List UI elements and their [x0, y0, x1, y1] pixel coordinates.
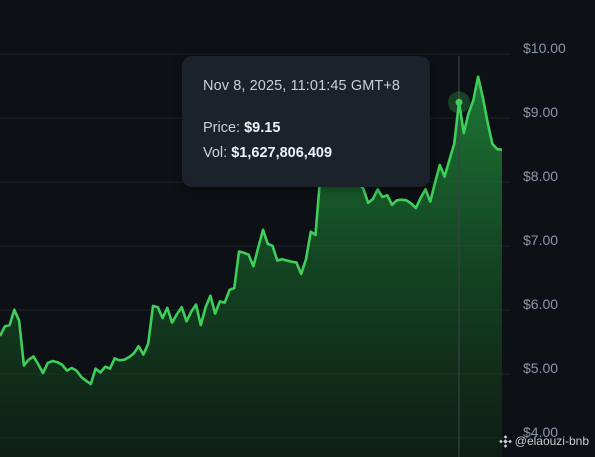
tooltip-vol-label: Vol:: [203, 145, 228, 161]
tooltip-vol-value: $1,627,806,409: [231, 145, 333, 161]
tooltip-vol-row: Vol: $1,627,806,409: [203, 145, 430, 161]
y-tick-label: $8.00: [523, 168, 558, 184]
tooltip-timestamp: Nov 8, 2025, 11:01:45 GMT+8: [203, 78, 401, 94]
price-tooltip: Nov 8, 2025, 11:01:45 GMT+8 Price: $9.15…: [182, 56, 430, 187]
price-area: [0, 76, 502, 457]
watermark-text: @elaouzi-bnb: [514, 434, 589, 448]
tooltip-price-value: $9.15: [244, 120, 281, 136]
y-axis: $4.00 $5.00 $6.00 $7.00 $8.00 $9.00 $10.00: [523, 40, 566, 440]
y-tick-label: $5.00: [523, 360, 558, 376]
price-line: [0, 75, 503, 386]
tooltip-price-label: Price:: [203, 120, 241, 136]
y-tick-label: $9.00: [523, 104, 558, 120]
y-tick-label: $6.00: [523, 296, 558, 312]
tooltip-price-row: Price: $9.15: [203, 120, 430, 136]
watermark: @elaouzi-bnb: [498, 434, 589, 448]
y-tick-label: $10.00: [523, 40, 566, 56]
y-tick-label: $7.00: [523, 232, 558, 248]
binance-logo-icon: [498, 434, 512, 448]
highlight-point: [455, 98, 463, 106]
y-tick-label: $4.00: [523, 424, 558, 440]
